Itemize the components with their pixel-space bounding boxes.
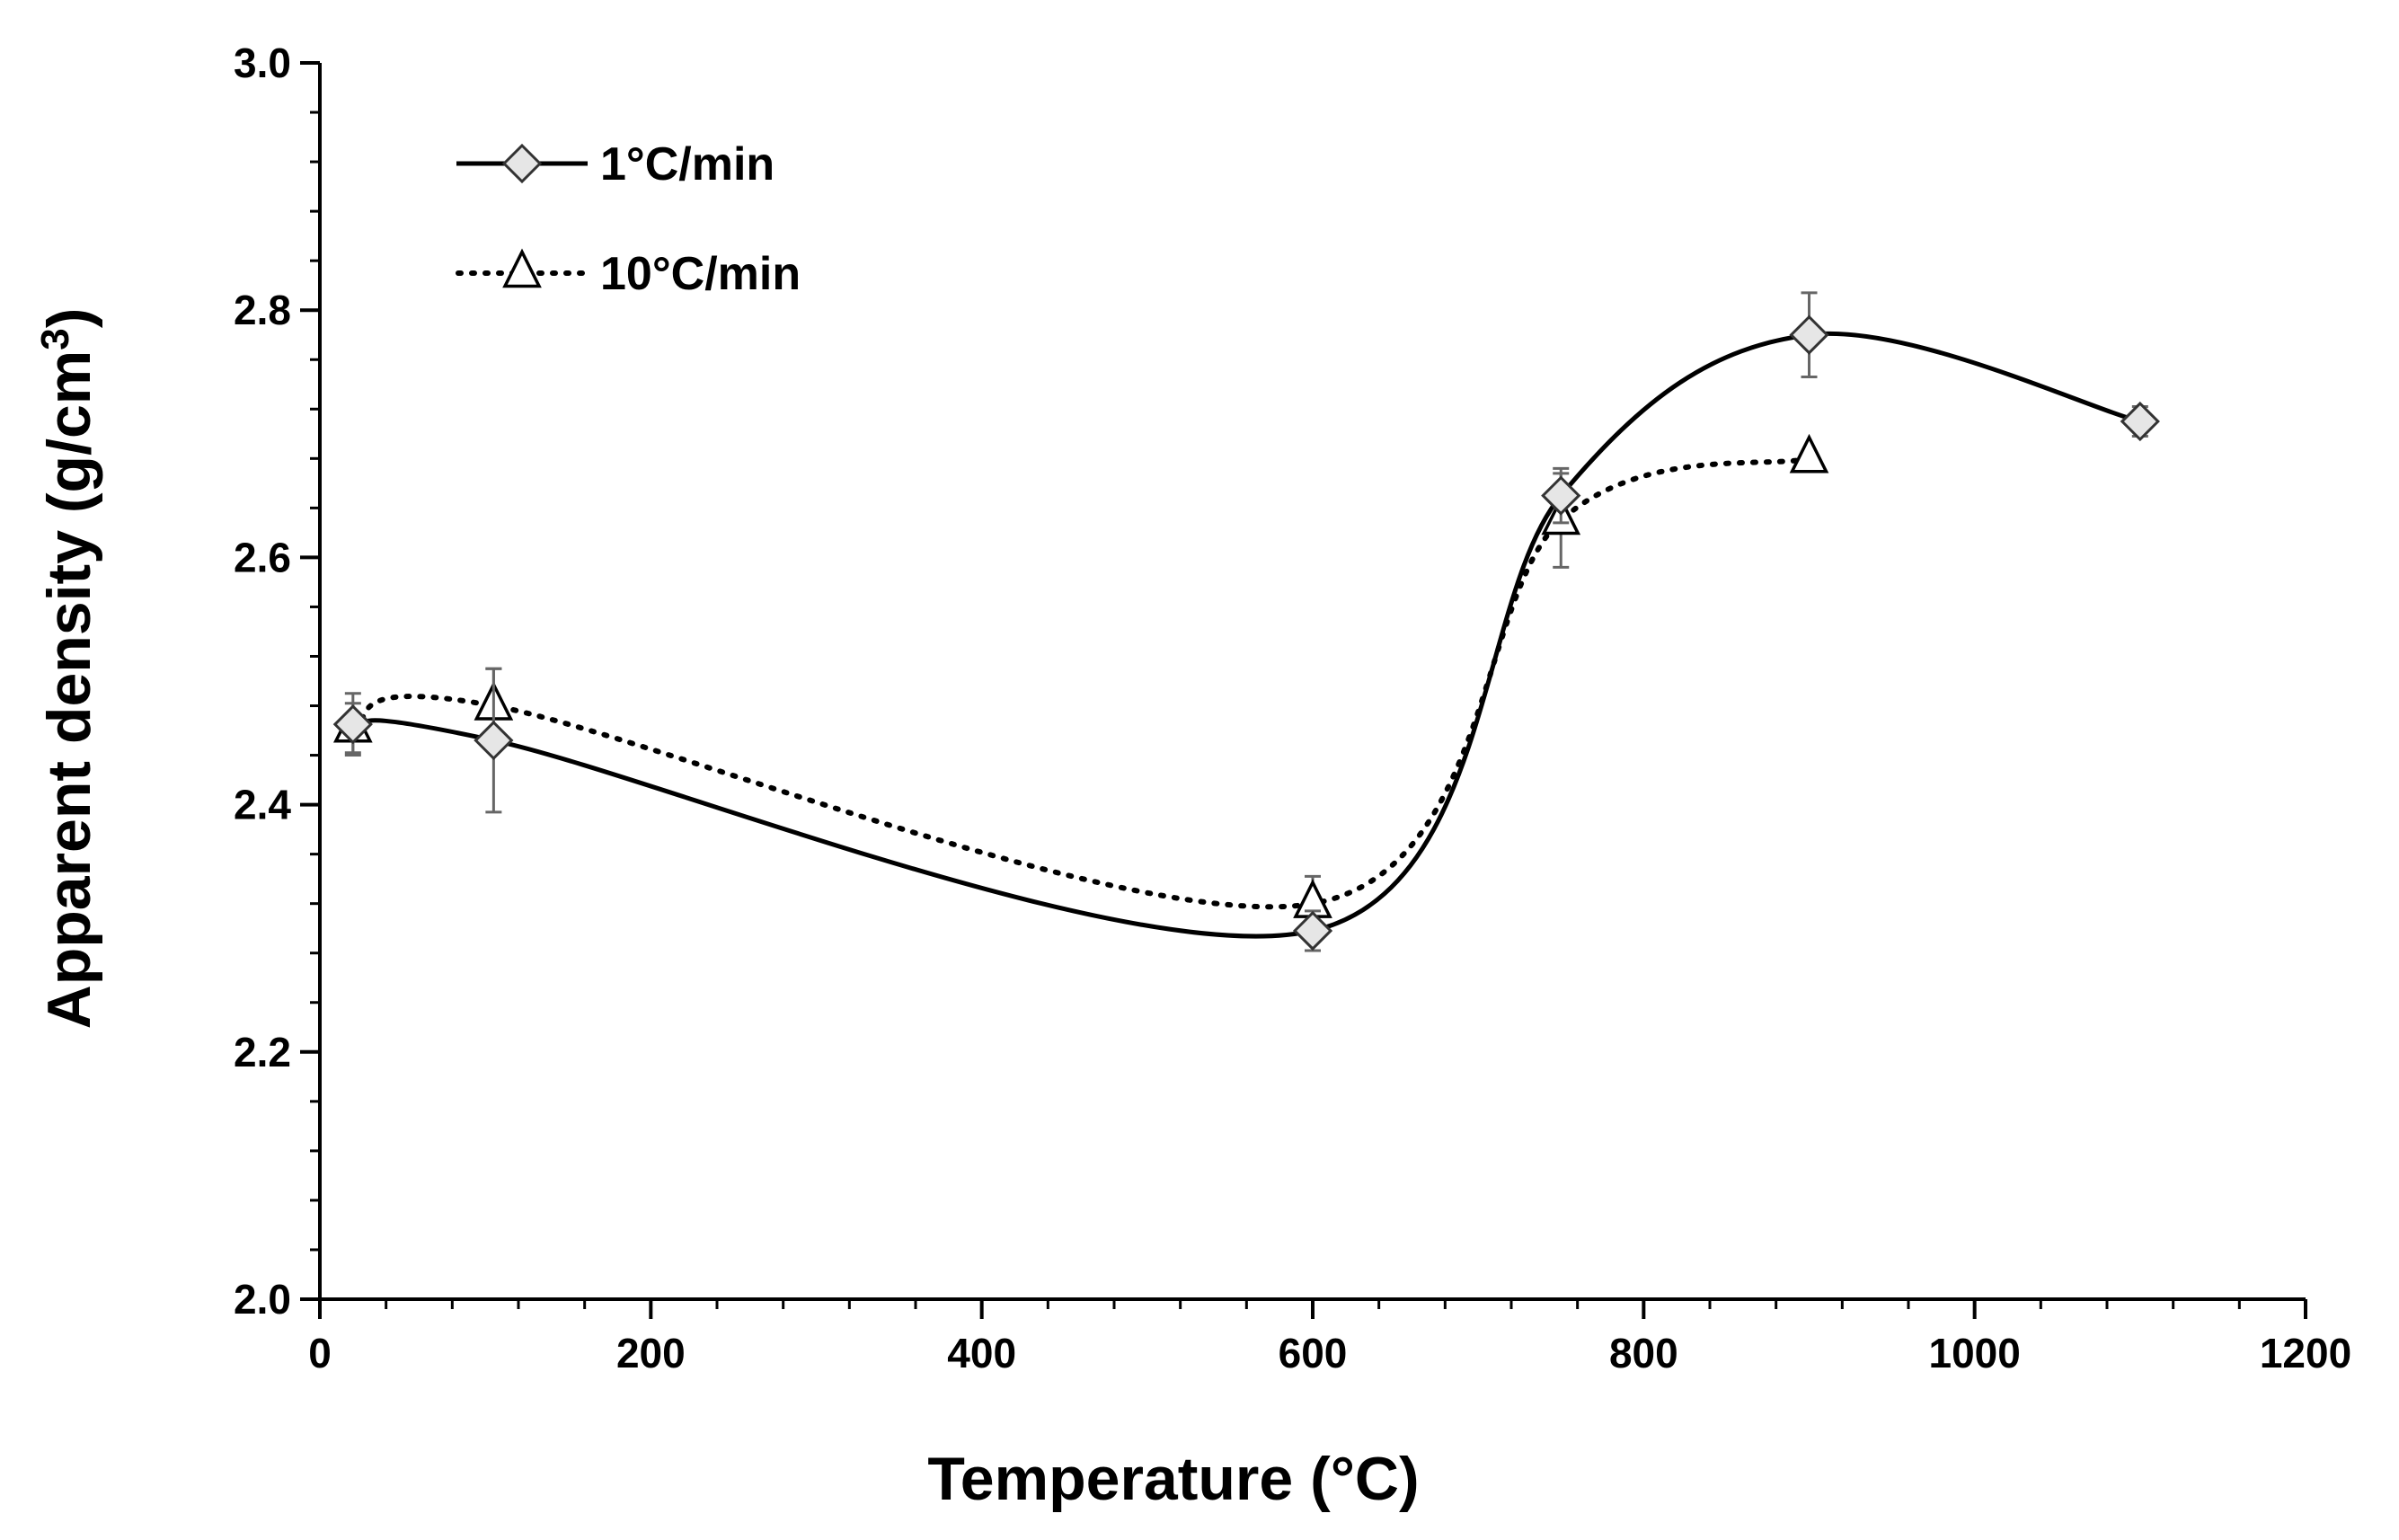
data-point-diamond	[2120, 401, 2160, 442]
data-point-diamond	[1789, 314, 1829, 355]
y-tick-label: 2.6	[234, 534, 291, 580]
x-tick-label: 1200	[2260, 1330, 2351, 1376]
x-tick-label: 400	[947, 1330, 1016, 1376]
y-axis-title-close: )	[35, 308, 103, 329]
y-tick-label: 2.4	[234, 782, 291, 828]
x-tick-label: 800	[1609, 1330, 1678, 1376]
y-axis-title-sup: 3	[33, 328, 77, 350]
x-tick-label: 0	[308, 1330, 332, 1376]
data-point-diamond	[474, 720, 514, 761]
data-point-diamond	[1541, 475, 1581, 516]
series-slow-points	[332, 291, 2160, 952]
x-tick-label: 200	[616, 1330, 686, 1376]
data-point-diamond	[1292, 910, 1333, 951]
legend-marker-diamond	[501, 143, 543, 184]
series-fast-line-group	[350, 456, 1812, 910]
data-point-diamond	[332, 704, 373, 745]
data-point-triangle	[1789, 433, 1829, 474]
legend-label-2: 10°C/min	[600, 248, 801, 300]
series-line	[350, 456, 1812, 910]
series-layer	[332, 291, 2160, 952]
y-tick-label: 2.2	[234, 1029, 291, 1075]
legend-marker-triangle	[502, 248, 542, 288]
y-axis-title-main: Apparent density (g/cm	[35, 350, 103, 1030]
y-tick-label: 3.0	[234, 40, 291, 86]
y-tick-label: 2.8	[234, 287, 291, 333]
legend: 1°C/min 10°C/min	[456, 138, 801, 300]
axes: 2.0 2.2 2.4 2.6 2.8 3.0 0 200 400 600 800 1000 1200	[234, 40, 2351, 1376]
x-tick-label: 1000	[1928, 1330, 2020, 1376]
y-tick-label: 2.0	[234, 1276, 291, 1323]
x-tick-label: 600	[1279, 1330, 1348, 1376]
legend-label-1: 1°C/min	[600, 138, 775, 190]
x-axis-title: Temperature (°C)	[927, 1445, 1419, 1513]
y-axis-title: Apparent density (g/cm3)	[33, 308, 104, 1030]
